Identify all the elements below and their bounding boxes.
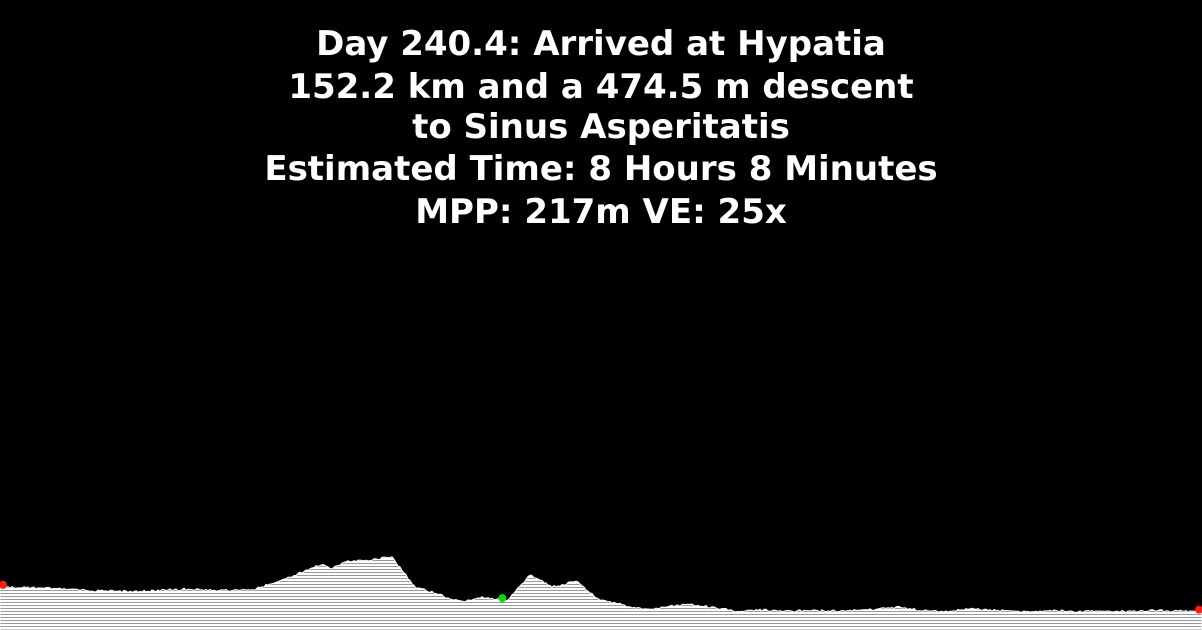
distance-elevation-line: 152.2 km and a 474.5 m descent (288, 67, 914, 107)
mpp-ve-line: MPP: 217m VE: 25x (415, 192, 787, 232)
terrain-profile-area (0, 556, 1202, 630)
estimated-time-line: Estimated Time: 8 Hours 8 Minutes (264, 149, 938, 189)
route-title-block: Day 240.4: Arrived at Hypatia 152.2 km a… (0, 22, 1202, 232)
route-markers (0, 580, 1202, 614)
day-status-title: Day 240.4: Arrived at Hypatia (316, 24, 886, 64)
destination-line: to Sinus Asperitatis (412, 107, 790, 147)
end-marker (1195, 605, 1202, 614)
current-position-marker (498, 594, 507, 603)
start-marker (0, 580, 7, 589)
